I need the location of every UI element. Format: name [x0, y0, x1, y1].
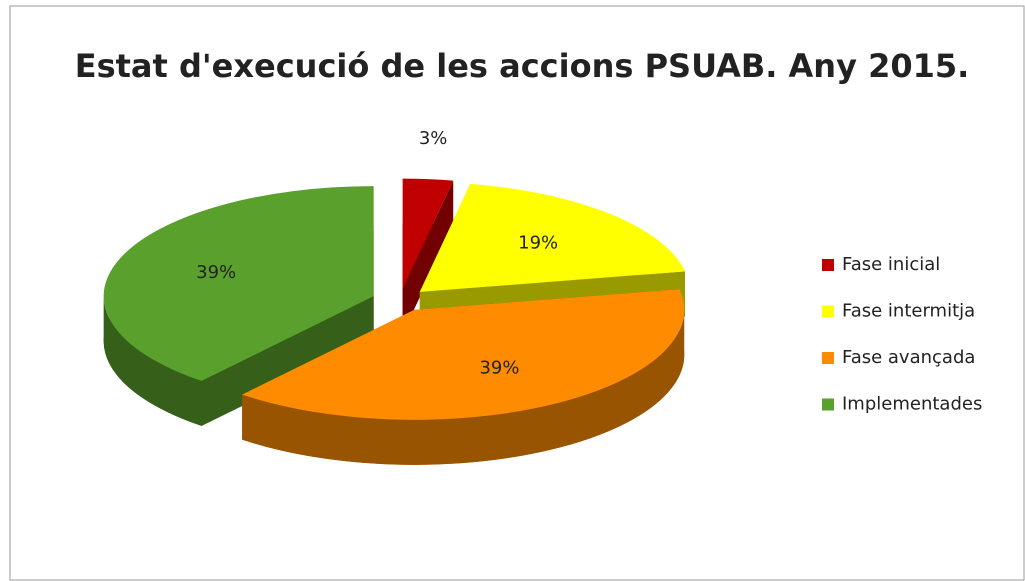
slice-outer-wall [103, 296, 202, 426]
slice [103, 186, 374, 381]
chart-title: Estat d'execució de les accions PSUAB. A… [75, 47, 970, 85]
slice [419, 183, 686, 292]
legend-label: Fase avançada [842, 347, 975, 368]
slice [402, 178, 454, 289]
legend-label: Fase inicial [842, 254, 940, 275]
legend-swatch [822, 305, 834, 318]
slice-outer-wall [242, 309, 685, 465]
slice [242, 289, 685, 420]
data-label: 19% [518, 233, 558, 254]
legend-swatch [822, 398, 834, 411]
legend-label: Fase intermitja [842, 301, 975, 322]
data-label: 3% [419, 128, 448, 149]
legend-label: Implementades [842, 394, 982, 415]
data-label: 39% [196, 262, 236, 283]
legend-swatch [822, 259, 834, 271]
slice-radial-wall [402, 180, 454, 334]
data-label: 39% [479, 358, 519, 379]
legend-swatch [822, 352, 834, 364]
